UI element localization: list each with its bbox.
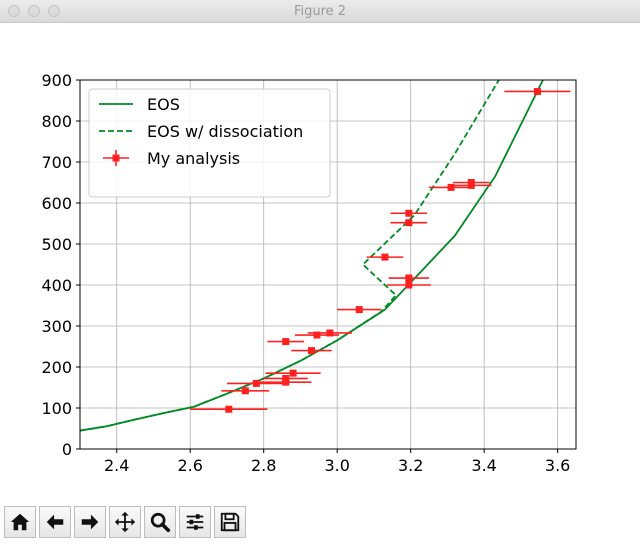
data-point: [447, 183, 455, 191]
x-tick-label: 3.4: [471, 456, 496, 475]
data-point: [225, 405, 233, 413]
figure-canvas[interactable]: 2.4 2.6 2.8 3.0 3.2 3.4 3.6 0 100 200 300 400 500 600…: [0, 22, 640, 506]
home-button[interactable]: [4, 506, 36, 538]
y-tick-label: 0: [62, 440, 72, 459]
y-tick-label: 300: [41, 317, 72, 336]
y-tick-label: 800: [41, 112, 72, 131]
window-title: Figure 2: [293, 4, 347, 19]
data-point: [241, 387, 249, 395]
back-button[interactable]: [39, 506, 71, 538]
legend-marker-swatch: [112, 154, 120, 162]
data-point: [355, 306, 363, 314]
data-point: [289, 369, 297, 377]
minimize-window-button[interactable]: [28, 5, 40, 17]
data-point: [381, 253, 389, 261]
navigation-toolbar: [4, 506, 246, 538]
data-point: [313, 331, 321, 339]
close-window-button[interactable]: [8, 5, 20, 17]
data-point: [282, 378, 290, 386]
x-tick-label: 2.8: [251, 456, 276, 475]
y-tick-label: 500: [41, 235, 72, 254]
data-point: [326, 329, 334, 337]
window-titlebar: Figure 2: [0, 0, 640, 23]
axis-ticks: 2.4 2.6 2.8 3.0 3.2 3.4 3.6 0 100 200 300 400 500 600…: [41, 71, 570, 475]
x-tick-label: 2.6: [177, 456, 202, 475]
forward-button[interactable]: [74, 506, 106, 538]
legend-label: EOS: [147, 95, 180, 114]
y-tick-label: 400: [41, 276, 72, 295]
legend-box: [88, 88, 331, 198]
axes-frame: [79, 79, 577, 450]
data-point: [405, 274, 413, 282]
y-tick-label: 700: [41, 153, 72, 172]
data-point: [307, 347, 315, 355]
zoom-icon: [150, 512, 171, 533]
data-point: [252, 379, 260, 387]
data-point: [533, 87, 541, 95]
data-point: [405, 209, 413, 217]
zoom-button[interactable]: [144, 506, 176, 538]
configure-subplots-button[interactable]: [179, 506, 211, 538]
legend-label: EOS w/ dissociation: [147, 122, 303, 141]
home-icon: [10, 513, 30, 531]
data-point: [405, 281, 413, 289]
legend: EOS EOS w/ dissociation My analysis: [88, 88, 331, 198]
configure-subplots-icon: [186, 514, 204, 530]
x-tick-label: 3.2: [398, 456, 423, 475]
save-button[interactable]: [214, 506, 246, 538]
plot-series: [80, 80, 571, 432]
x-tick-label: 3.0: [324, 456, 349, 475]
back-icon: [46, 514, 64, 530]
zoom-window-button[interactable]: [48, 5, 60, 17]
y-tick-label: 200: [41, 358, 72, 377]
x-tick-label: 2.4: [104, 456, 129, 475]
forward-icon: [81, 514, 99, 530]
data-point: [467, 179, 475, 186]
y-tick-label: 600: [41, 194, 72, 213]
data-point: [405, 219, 413, 227]
y-tick-label: 100: [41, 399, 72, 418]
eos-dissociation-line: [80, 80, 500, 432]
pan-icon: [114, 511, 136, 533]
data-point: [282, 338, 290, 346]
x-tick-label: 3.6: [545, 456, 570, 475]
data-point: [282, 374, 290, 382]
save-icon: [220, 512, 240, 532]
legend-label: My analysis: [147, 149, 240, 168]
pan-button[interactable]: [109, 506, 141, 538]
y-tick-label: 900: [41, 71, 72, 90]
